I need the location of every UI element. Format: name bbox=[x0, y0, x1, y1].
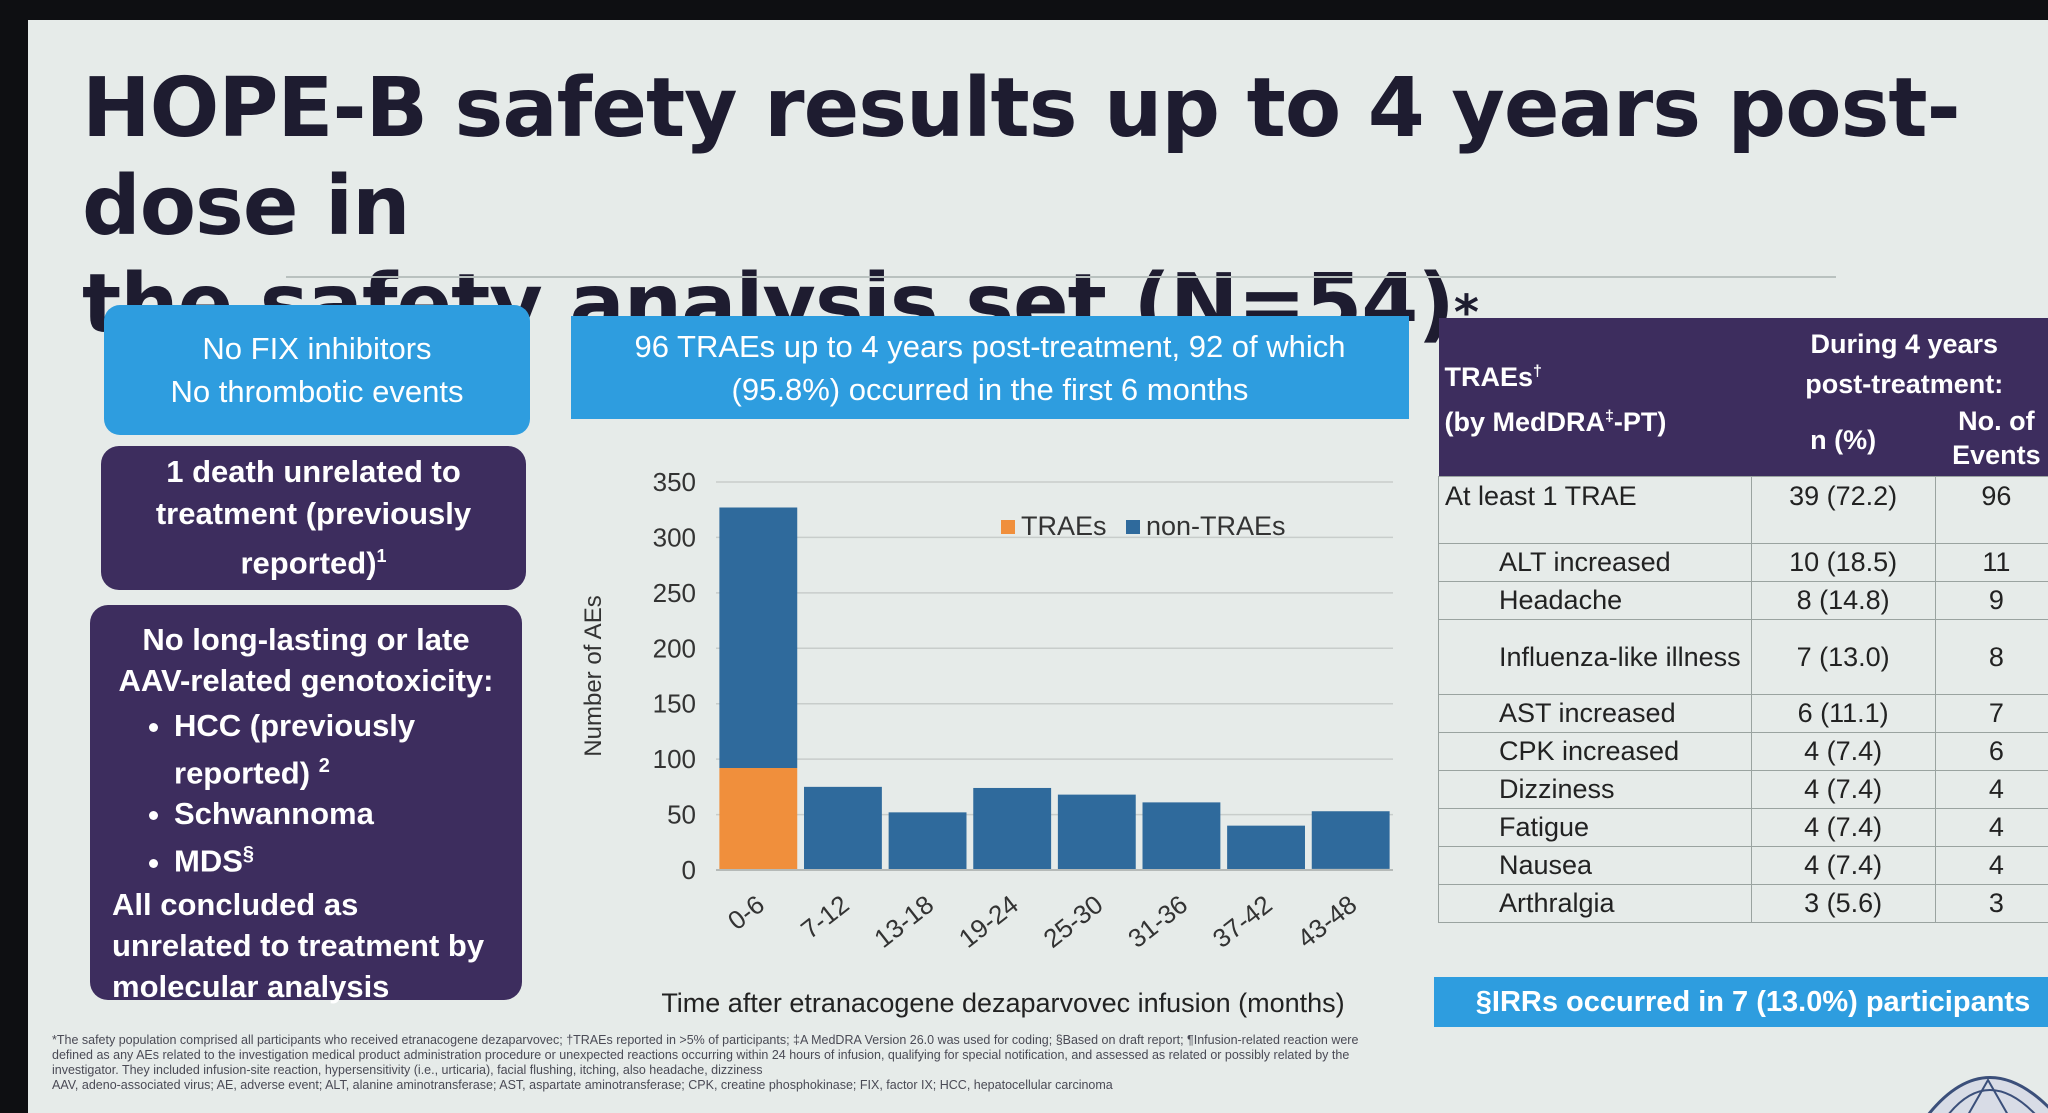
list-item-hcc: HCC (previously reported) 2 bbox=[174, 705, 500, 793]
col-header-group: During 4 years post-treatment: bbox=[1751, 318, 2048, 404]
col-header-events: No. of Events bbox=[1935, 404, 2048, 477]
x-tick-label: 7-12 bbox=[795, 889, 854, 945]
table-row: ALT increased 10 (18.5) 11 bbox=[1438, 543, 2048, 582]
x-tick-label: 19-24 bbox=[953, 889, 1024, 954]
table-row: Arthralgia 3 (5.6) 3 bbox=[1438, 884, 2048, 923]
bar-non-traes-25-30 bbox=[1057, 794, 1136, 870]
irr-note: §IRRs occurred in 7 (13.0%) participants bbox=[1434, 977, 2048, 1027]
y-tick-label: 300 bbox=[653, 522, 696, 552]
death-footnote: 1 bbox=[376, 546, 387, 567]
y-tick-label: 150 bbox=[653, 689, 696, 719]
footnote-line-4: AAV, adeno-associated virus; AE, adverse… bbox=[52, 1078, 1113, 1092]
y-tick-label: 50 bbox=[667, 800, 696, 830]
genotoxicity-heading: No long-lasting or late AAV-related geno… bbox=[118, 622, 494, 698]
death-text: 1 death unrelated to treatment (previous… bbox=[155, 454, 472, 581]
y-tick-label: 200 bbox=[653, 633, 696, 663]
list-item-mds: MDS§ bbox=[174, 834, 500, 881]
x-tick-label: 25-30 bbox=[1038, 889, 1109, 954]
footnote-line-1: *The safety population comprised all par… bbox=[52, 1033, 1359, 1047]
genotoxicity-list: HCC (previously reported) 2 Schwannoma M… bbox=[112, 705, 500, 882]
bar-non-traes-13-18 bbox=[888, 812, 967, 870]
slide: HOPE-B safety results up to 4 years post… bbox=[28, 20, 2048, 1113]
legend-swatch bbox=[1126, 520, 1140, 534]
y-tick-label: 0 bbox=[682, 855, 696, 885]
footnote-line-2: defined as any AEs related to the invest… bbox=[52, 1048, 1350, 1062]
legend-label: TRAEs bbox=[1021, 511, 1107, 541]
table-row: Influenza-like illness 7 (13.0) 8 bbox=[1438, 619, 2048, 695]
table-row: Nausea 4 (7.4) 4 bbox=[1438, 846, 2048, 885]
bar-non-traes-43-48 bbox=[1311, 811, 1390, 869]
genotoxicity-conclusion: All concluded as unrelated to treatment … bbox=[112, 886, 485, 1004]
x-tick-label: 43-48 bbox=[1292, 889, 1363, 954]
bar-non-traes-37-42 bbox=[1227, 825, 1305, 870]
genotoxicity-box: No long-lasting or late AAV-related geno… bbox=[90, 605, 522, 1004]
title-line-1: HOPE-B safety results up to 4 years post… bbox=[82, 61, 1961, 254]
x-tick-label: 31-36 bbox=[1122, 889, 1193, 954]
no-inhibitors-text: No FIX inhibitors bbox=[202, 331, 432, 366]
x-tick-label: 37-42 bbox=[1207, 889, 1278, 954]
bar-non-traes-19-24 bbox=[973, 787, 1052, 870]
x-tick-label: 13-18 bbox=[868, 889, 939, 954]
y-tick-label: 250 bbox=[653, 578, 696, 608]
no-inhibitors-box: No FIX inhibitors No thrombotic events bbox=[104, 305, 530, 435]
trae-table: TRAEs† (by MedDRA‡-PT) During 4 years pos… bbox=[1438, 318, 2048, 923]
legend-swatch bbox=[1001, 520, 1015, 534]
bar-non-traes-0-6 bbox=[719, 507, 798, 769]
no-thrombotic-text: No thrombotic events bbox=[170, 374, 464, 409]
y-tick-label: 350 bbox=[653, 467, 696, 497]
list-item-schwannoma: Schwannoma bbox=[174, 793, 500, 834]
legend-label: non-TRAEs bbox=[1146, 511, 1286, 541]
title-divider bbox=[286, 276, 1836, 278]
ae-bar-chart: 0 50 100 150 200 250 300 350 Number of AEs 0-6 7-1… bbox=[580, 467, 1393, 954]
footnotes: *The safety population comprised all par… bbox=[52, 1033, 1852, 1093]
table-row: CPK increased 4 (7.4) 6 bbox=[1438, 732, 2048, 771]
table-row: At least 1 TRAE 39 (72.2) 96 bbox=[1438, 476, 2048, 544]
table-row: Fatigue 4 (7.4) 4 bbox=[1438, 808, 2048, 847]
bar-traes-0-6 bbox=[719, 768, 798, 870]
table-row: Dizziness 4 (7.4) 4 bbox=[1438, 770, 2048, 809]
x-axis-label: Time after etranacogene dezaparvovec inf… bbox=[661, 988, 1345, 1018]
chart-header: 96 TRAEs up to 4 years post-treatment, 9… bbox=[571, 316, 1409, 419]
y-axis-label: Number of AEs bbox=[580, 595, 607, 756]
chart-header-line-2: (95.8%) occurred in the first 6 months bbox=[731, 371, 1249, 407]
bar-non-traes-7-12 bbox=[804, 786, 882, 870]
col-header-n: n (%) bbox=[1751, 404, 1936, 477]
y-tick-label: 100 bbox=[653, 744, 696, 774]
chart-header-line-1: 96 TRAEs up to 4 years post-treatment, 9… bbox=[634, 328, 1346, 364]
death-box: 1 death unrelated to treatment (previous… bbox=[101, 446, 526, 590]
table-row: AST increased 6 (11.1) 7 bbox=[1438, 694, 2048, 733]
bar-non-traes-31-36 bbox=[1142, 802, 1221, 870]
footnote-line-3: investigator. They included infusion-sit… bbox=[52, 1063, 763, 1077]
table-row: Headache 8 (14.8) 9 bbox=[1438, 581, 2048, 620]
col-header-trae: TRAEs† (by MedDRA‡-PT) bbox=[1438, 318, 1751, 477]
x-tick-label: 0-6 bbox=[722, 889, 770, 936]
congress-logo bbox=[1927, 1076, 2048, 1113]
